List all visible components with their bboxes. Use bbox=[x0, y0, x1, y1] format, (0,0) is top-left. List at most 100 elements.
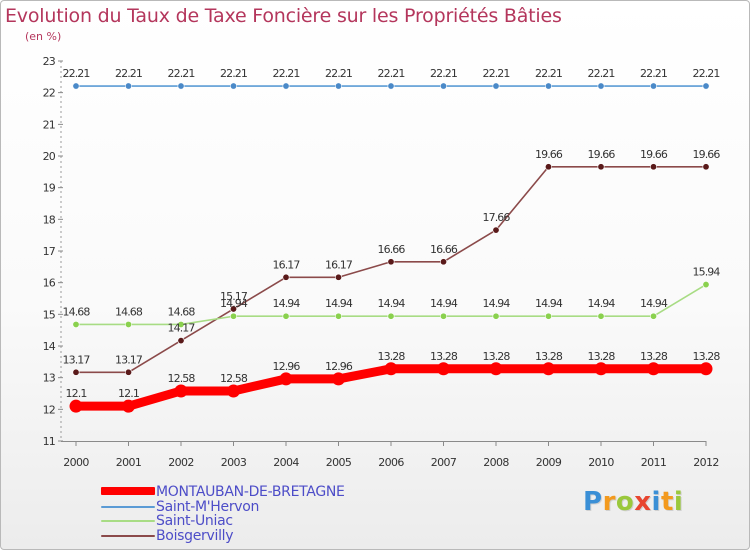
y-tick-label: 18 bbox=[43, 213, 56, 226]
data-point bbox=[334, 312, 342, 320]
data-point bbox=[125, 82, 133, 90]
data-point bbox=[125, 368, 133, 376]
data-point bbox=[230, 312, 238, 320]
data-label: 12.58 bbox=[168, 372, 196, 385]
data-label: 22.21 bbox=[693, 67, 720, 80]
legend-swatch-boisgervilly bbox=[101, 534, 155, 537]
data-label: 14.94 bbox=[640, 297, 668, 310]
series-layer bbox=[69, 82, 713, 413]
data-label: 22.21 bbox=[535, 67, 562, 80]
data-point bbox=[387, 82, 395, 90]
data-label: 19.66 bbox=[693, 148, 721, 161]
data-label: 13.28 bbox=[430, 350, 458, 363]
chart-title: Evolution du Taux de Taxe Foncière sur l… bbox=[5, 5, 562, 27]
data-label: 14.68 bbox=[168, 305, 196, 318]
y-tick-label: 11 bbox=[43, 435, 55, 448]
data-label: 22.21 bbox=[273, 67, 300, 80]
data-label: 14.94 bbox=[325, 297, 353, 310]
y-tick-label: 23 bbox=[43, 55, 56, 68]
data-label: 14.94 bbox=[220, 297, 248, 310]
data-point bbox=[174, 384, 188, 398]
data-point bbox=[544, 82, 552, 90]
data-point bbox=[647, 362, 660, 376]
data-labels-layer: 22.21 22.21 22.21 22.21 22.21 22.21 22.21 22.21… bbox=[63, 67, 722, 400]
legend-label-boisgervilly: Boisgervilly bbox=[156, 527, 234, 544]
data-label: 13.28 bbox=[535, 350, 563, 363]
legend-swatch-saint-mhervon bbox=[101, 505, 155, 508]
data-point bbox=[489, 362, 503, 376]
data-label: 17.66 bbox=[483, 211, 511, 224]
data-label: 14.68 bbox=[63, 305, 91, 318]
y-tick-label: 15 bbox=[43, 308, 56, 321]
data-point bbox=[597, 163, 605, 171]
x-tick-label: 2009 bbox=[536, 456, 562, 469]
data-point bbox=[439, 312, 447, 320]
data-label: 13.17 bbox=[63, 353, 91, 366]
data-label: 13.28 bbox=[483, 350, 511, 363]
data-point bbox=[542, 362, 555, 376]
data-point bbox=[544, 163, 552, 171]
logo-letter: r bbox=[602, 487, 616, 517]
legend-label-saint-mhervon: Saint-M'Hervon bbox=[156, 498, 260, 515]
data-point bbox=[72, 82, 80, 90]
data-point bbox=[72, 368, 80, 376]
data-label: 16.66 bbox=[430, 243, 458, 256]
data-point bbox=[230, 305, 238, 313]
data-point bbox=[282, 273, 290, 281]
data-label: 13.17 bbox=[115, 353, 143, 366]
data-point bbox=[439, 258, 447, 266]
data-label: 22.21 bbox=[640, 67, 667, 80]
legend-label-saint-uniac: Saint-Uniac bbox=[156, 513, 233, 529]
y-tick-label: 14 bbox=[43, 340, 56, 353]
data-point bbox=[387, 312, 395, 320]
data-label: 12.1 bbox=[118, 387, 139, 400]
data-label: 22.21 bbox=[588, 67, 615, 80]
data-label: 22.21 bbox=[63, 67, 90, 80]
data-point bbox=[72, 320, 80, 328]
x-tick-label: 2007 bbox=[431, 456, 457, 469]
data-point bbox=[279, 372, 293, 386]
y-tick-label: 16 bbox=[43, 277, 56, 290]
y-tick-label: 22 bbox=[43, 87, 55, 100]
data-label: 13.28 bbox=[693, 350, 721, 363]
x-tick-label: 2012 bbox=[693, 456, 719, 469]
data-point bbox=[177, 320, 185, 328]
data-label: 14.94 bbox=[430, 297, 458, 310]
data-label: 14.94 bbox=[483, 297, 511, 310]
data-label: 14.94 bbox=[273, 297, 301, 310]
x-tick-label: 2005 bbox=[326, 456, 352, 469]
data-point bbox=[649, 163, 657, 171]
legend-swatch-montauban bbox=[101, 487, 155, 495]
x-tick-label: 2011 bbox=[641, 456, 667, 469]
data-point bbox=[597, 312, 605, 320]
data-label: 15.17 bbox=[220, 290, 248, 303]
data-label: 19.66 bbox=[588, 148, 616, 161]
logo-letter: x bbox=[634, 487, 652, 517]
data-label: 22.21 bbox=[115, 67, 142, 80]
data-label: 22.21 bbox=[220, 67, 247, 80]
data-point bbox=[649, 82, 657, 90]
legend-swatch-saint-uniac bbox=[101, 520, 155, 522]
logo-letter: t bbox=[660, 487, 674, 517]
data-point bbox=[122, 399, 135, 413]
data-label: 12.58 bbox=[220, 372, 248, 385]
logo-letter: P bbox=[583, 487, 603, 517]
x-tick-label: 2010 bbox=[588, 456, 614, 469]
data-label: 14.94 bbox=[535, 297, 563, 310]
data-point bbox=[334, 82, 342, 90]
data-point bbox=[177, 337, 185, 345]
data-point bbox=[594, 362, 608, 376]
logo-letter: i bbox=[651, 487, 661, 517]
data-label: 22.21 bbox=[168, 67, 195, 80]
x-tick-label: 2000 bbox=[63, 456, 89, 469]
data-label: 14.94 bbox=[588, 297, 616, 310]
data-label: 13.28 bbox=[640, 350, 668, 363]
unit-label: (en %) bbox=[25, 30, 62, 43]
data-label: 16.17 bbox=[325, 258, 353, 271]
y-tick-label: 20 bbox=[43, 150, 56, 163]
data-point bbox=[282, 312, 290, 320]
data-point bbox=[177, 82, 185, 90]
data-point bbox=[334, 273, 342, 281]
